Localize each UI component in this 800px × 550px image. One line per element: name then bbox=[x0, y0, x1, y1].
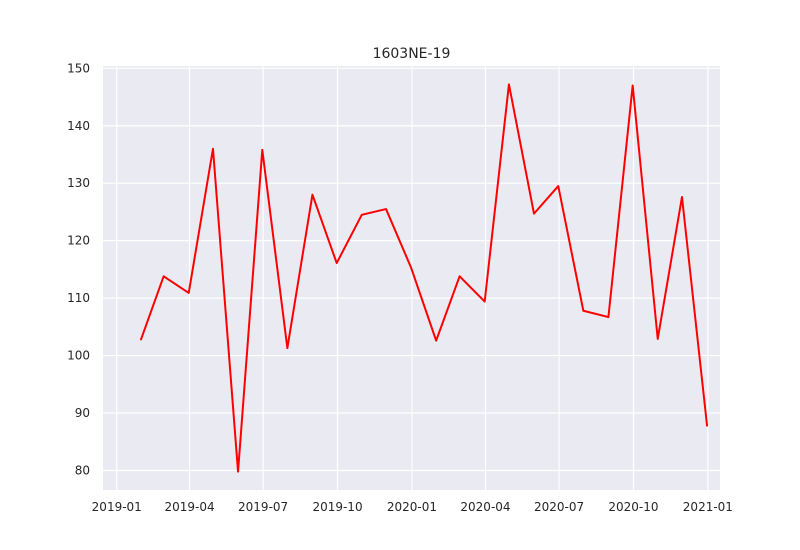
grid bbox=[103, 66, 720, 490]
y-tick-label: 140 bbox=[67, 119, 90, 133]
series-line bbox=[140, 83, 709, 473]
x-tick-label: 2020-04 bbox=[460, 500, 510, 514]
x-tick-label: 2019-04 bbox=[164, 500, 214, 514]
y-tick-label: 90 bbox=[75, 406, 90, 420]
y-tick-label: 80 bbox=[75, 463, 90, 477]
y-tick-label: 150 bbox=[67, 61, 90, 75]
x-tick-label: 2020-07 bbox=[534, 500, 584, 514]
chart-title: 1603NE-19 bbox=[373, 46, 451, 62]
x-axis: 2019-01 2019-04 2019-07 2019-10 2020-01 2020-… bbox=[92, 500, 733, 514]
x-tick-label: 2019-01 bbox=[92, 500, 142, 514]
y-tick-label: 120 bbox=[67, 234, 90, 248]
y-tick-label: 130 bbox=[67, 176, 90, 190]
x-tick-label: 2019-10 bbox=[312, 500, 362, 514]
y-axis: 80 90 100 110 120 130 140 150 bbox=[67, 61, 90, 477]
series-layer bbox=[140, 83, 709, 473]
y-tick-label: 110 bbox=[67, 291, 90, 305]
x-tick-label: 2019-07 bbox=[238, 500, 288, 514]
x-tick-label: 2020-10 bbox=[608, 500, 658, 514]
x-tick-label: 2020-01 bbox=[387, 500, 437, 514]
x-tick-label: 2021-01 bbox=[683, 500, 733, 514]
y-tick-label: 100 bbox=[67, 349, 90, 363]
